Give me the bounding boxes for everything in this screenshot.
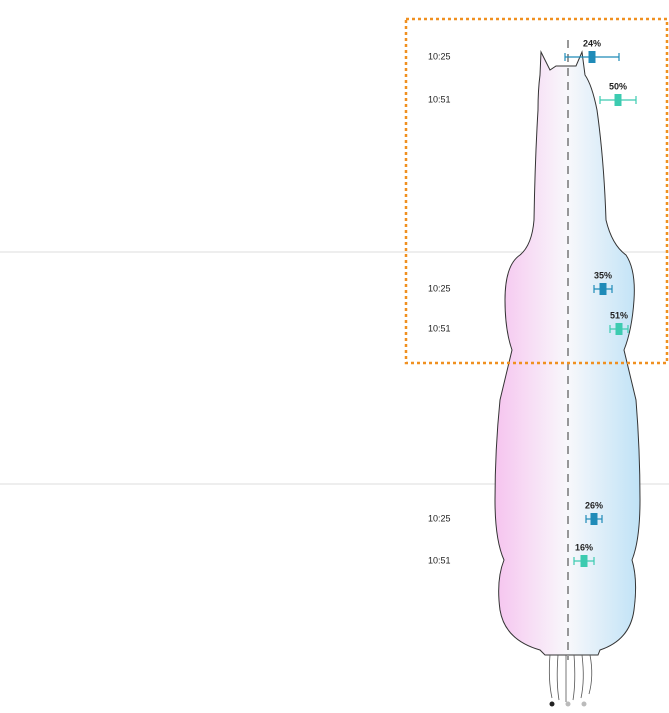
symmetry-marker — [614, 94, 622, 106]
time-label: 10:25 — [428, 51, 451, 61]
symmetry-marker — [599, 283, 607, 295]
time-label: 10:51 — [428, 94, 451, 104]
value-label: 24% — [583, 38, 601, 48]
time-label: 10:25 — [428, 283, 451, 293]
symmetry-panel: 10:25 24% 10:51 50% 10:25 35% 10:51 51% 10:25 26%… — [428, 38, 637, 567]
page-dot[interactable] — [565, 701, 571, 707]
value-label: 16% — [575, 542, 593, 552]
tail — [548, 654, 593, 702]
symmetry-marker — [588, 51, 596, 63]
value-label: 51% — [610, 310, 628, 320]
value-label: 50% — [609, 81, 627, 91]
symmetry-marker — [580, 555, 588, 567]
symmetry-marker — [590, 513, 598, 525]
value-label: 26% — [585, 500, 603, 510]
page-dot[interactable] — [581, 701, 587, 707]
page-dot[interactable] — [549, 701, 555, 707]
time-label: 10:51 — [428, 323, 451, 333]
value-label: 35% — [594, 270, 612, 280]
time-label: 10:25 — [428, 513, 451, 523]
time-label: 10:51 — [428, 555, 451, 565]
symmetry-marker — [615, 323, 623, 335]
selection-box — [404, 17, 669, 365]
